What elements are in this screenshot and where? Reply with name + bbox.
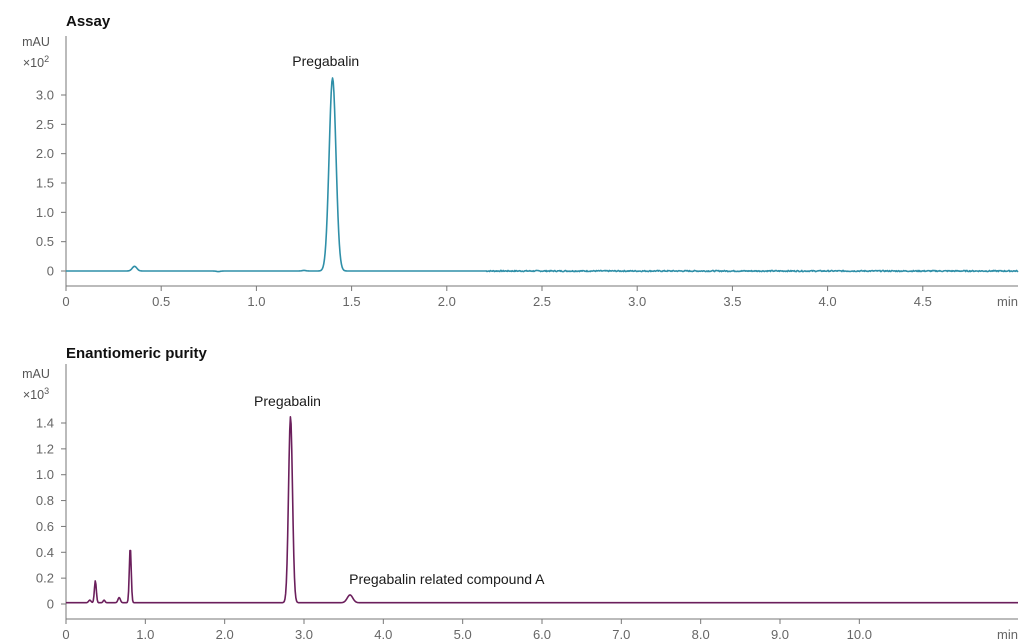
x-tick-label: 1.5 <box>343 294 361 309</box>
x-tick-label: 6.0 <box>533 627 551 642</box>
chart-panel-1: Assay mAU ×102 0 0.5 1.0 1.5 2.0 2.5 3.0 0 0.5 1.0 1.… <box>22 13 1019 309</box>
x-tick-label: 3.0 <box>295 627 313 642</box>
chart-panel-2: Enantiomeric purity mAU ×103 0 0.2 0.4 0.6 0.8 1… <box>22 345 1019 642</box>
x-tick-label: 2.5 <box>533 294 551 309</box>
x-tick-label: 4.0 <box>374 627 392 642</box>
y-tick-label: 1.0 <box>36 467 54 482</box>
peak-label: Pregabalin related compound A <box>349 571 545 587</box>
x-tick-label: 10.0 <box>847 627 872 642</box>
x-axis-unit-label: min <box>997 627 1018 642</box>
x-tick-label: 9.0 <box>771 627 789 642</box>
y-tick-label: 0.8 <box>36 493 54 508</box>
x-tick-label: 0.5 <box>152 294 170 309</box>
chart-title: Enantiomeric purity <box>66 345 208 362</box>
y-axis-multiplier: ×103 <box>23 386 49 402</box>
y-tick-label: 0.4 <box>36 545 54 560</box>
x-tick-label: 5.0 <box>454 627 472 642</box>
x-tick-label: 3.5 <box>723 294 741 309</box>
y-axis-multiplier: ×102 <box>23 54 49 70</box>
chromatogram-trace <box>65 416 1019 604</box>
x-tick-label: 0 <box>62 627 69 642</box>
y-tick-label: 2.5 <box>36 117 54 132</box>
x-tick-label: 4.0 <box>819 294 837 309</box>
chromatogram-trace <box>65 77 1019 273</box>
x-tick-label: 0 <box>62 294 69 309</box>
x-tick-label: 4.5 <box>914 294 932 309</box>
x-tick-label: 3.0 <box>628 294 646 309</box>
x-tick-label: 1.0 <box>247 294 265 309</box>
y-tick-label: 0.2 <box>36 571 54 586</box>
x-tick-label: 1.0 <box>136 627 154 642</box>
y-tick-label: 1.4 <box>36 416 54 431</box>
y-axis-unit-label: mAU <box>22 367 50 381</box>
y-axis-unit-label: mAU <box>22 35 50 49</box>
x-tick-label: 8.0 <box>692 627 710 642</box>
y-tick-label: 0 <box>47 264 54 279</box>
x-tick-label: 7.0 <box>612 627 630 642</box>
y-tick-label: 1.0 <box>36 205 54 220</box>
x-tick-label: 2.0 <box>438 294 456 309</box>
y-tick-label: 1.2 <box>36 441 54 456</box>
y-tick-label: 0.5 <box>36 234 54 249</box>
chart-title: Assay <box>66 13 111 30</box>
y-tick-label: 2.0 <box>36 146 54 161</box>
peak-label: Pregabalin <box>292 53 359 69</box>
y-tick-label: 0.6 <box>36 519 54 534</box>
y-tick-label: 0 <box>47 597 54 612</box>
x-tick-label: 2.0 <box>216 627 234 642</box>
y-tick-label: 3.0 <box>36 88 54 103</box>
peak-label: Pregabalin <box>254 393 321 409</box>
y-tick-label: 1.5 <box>36 176 54 191</box>
x-axis-unit-label: min <box>997 294 1018 309</box>
